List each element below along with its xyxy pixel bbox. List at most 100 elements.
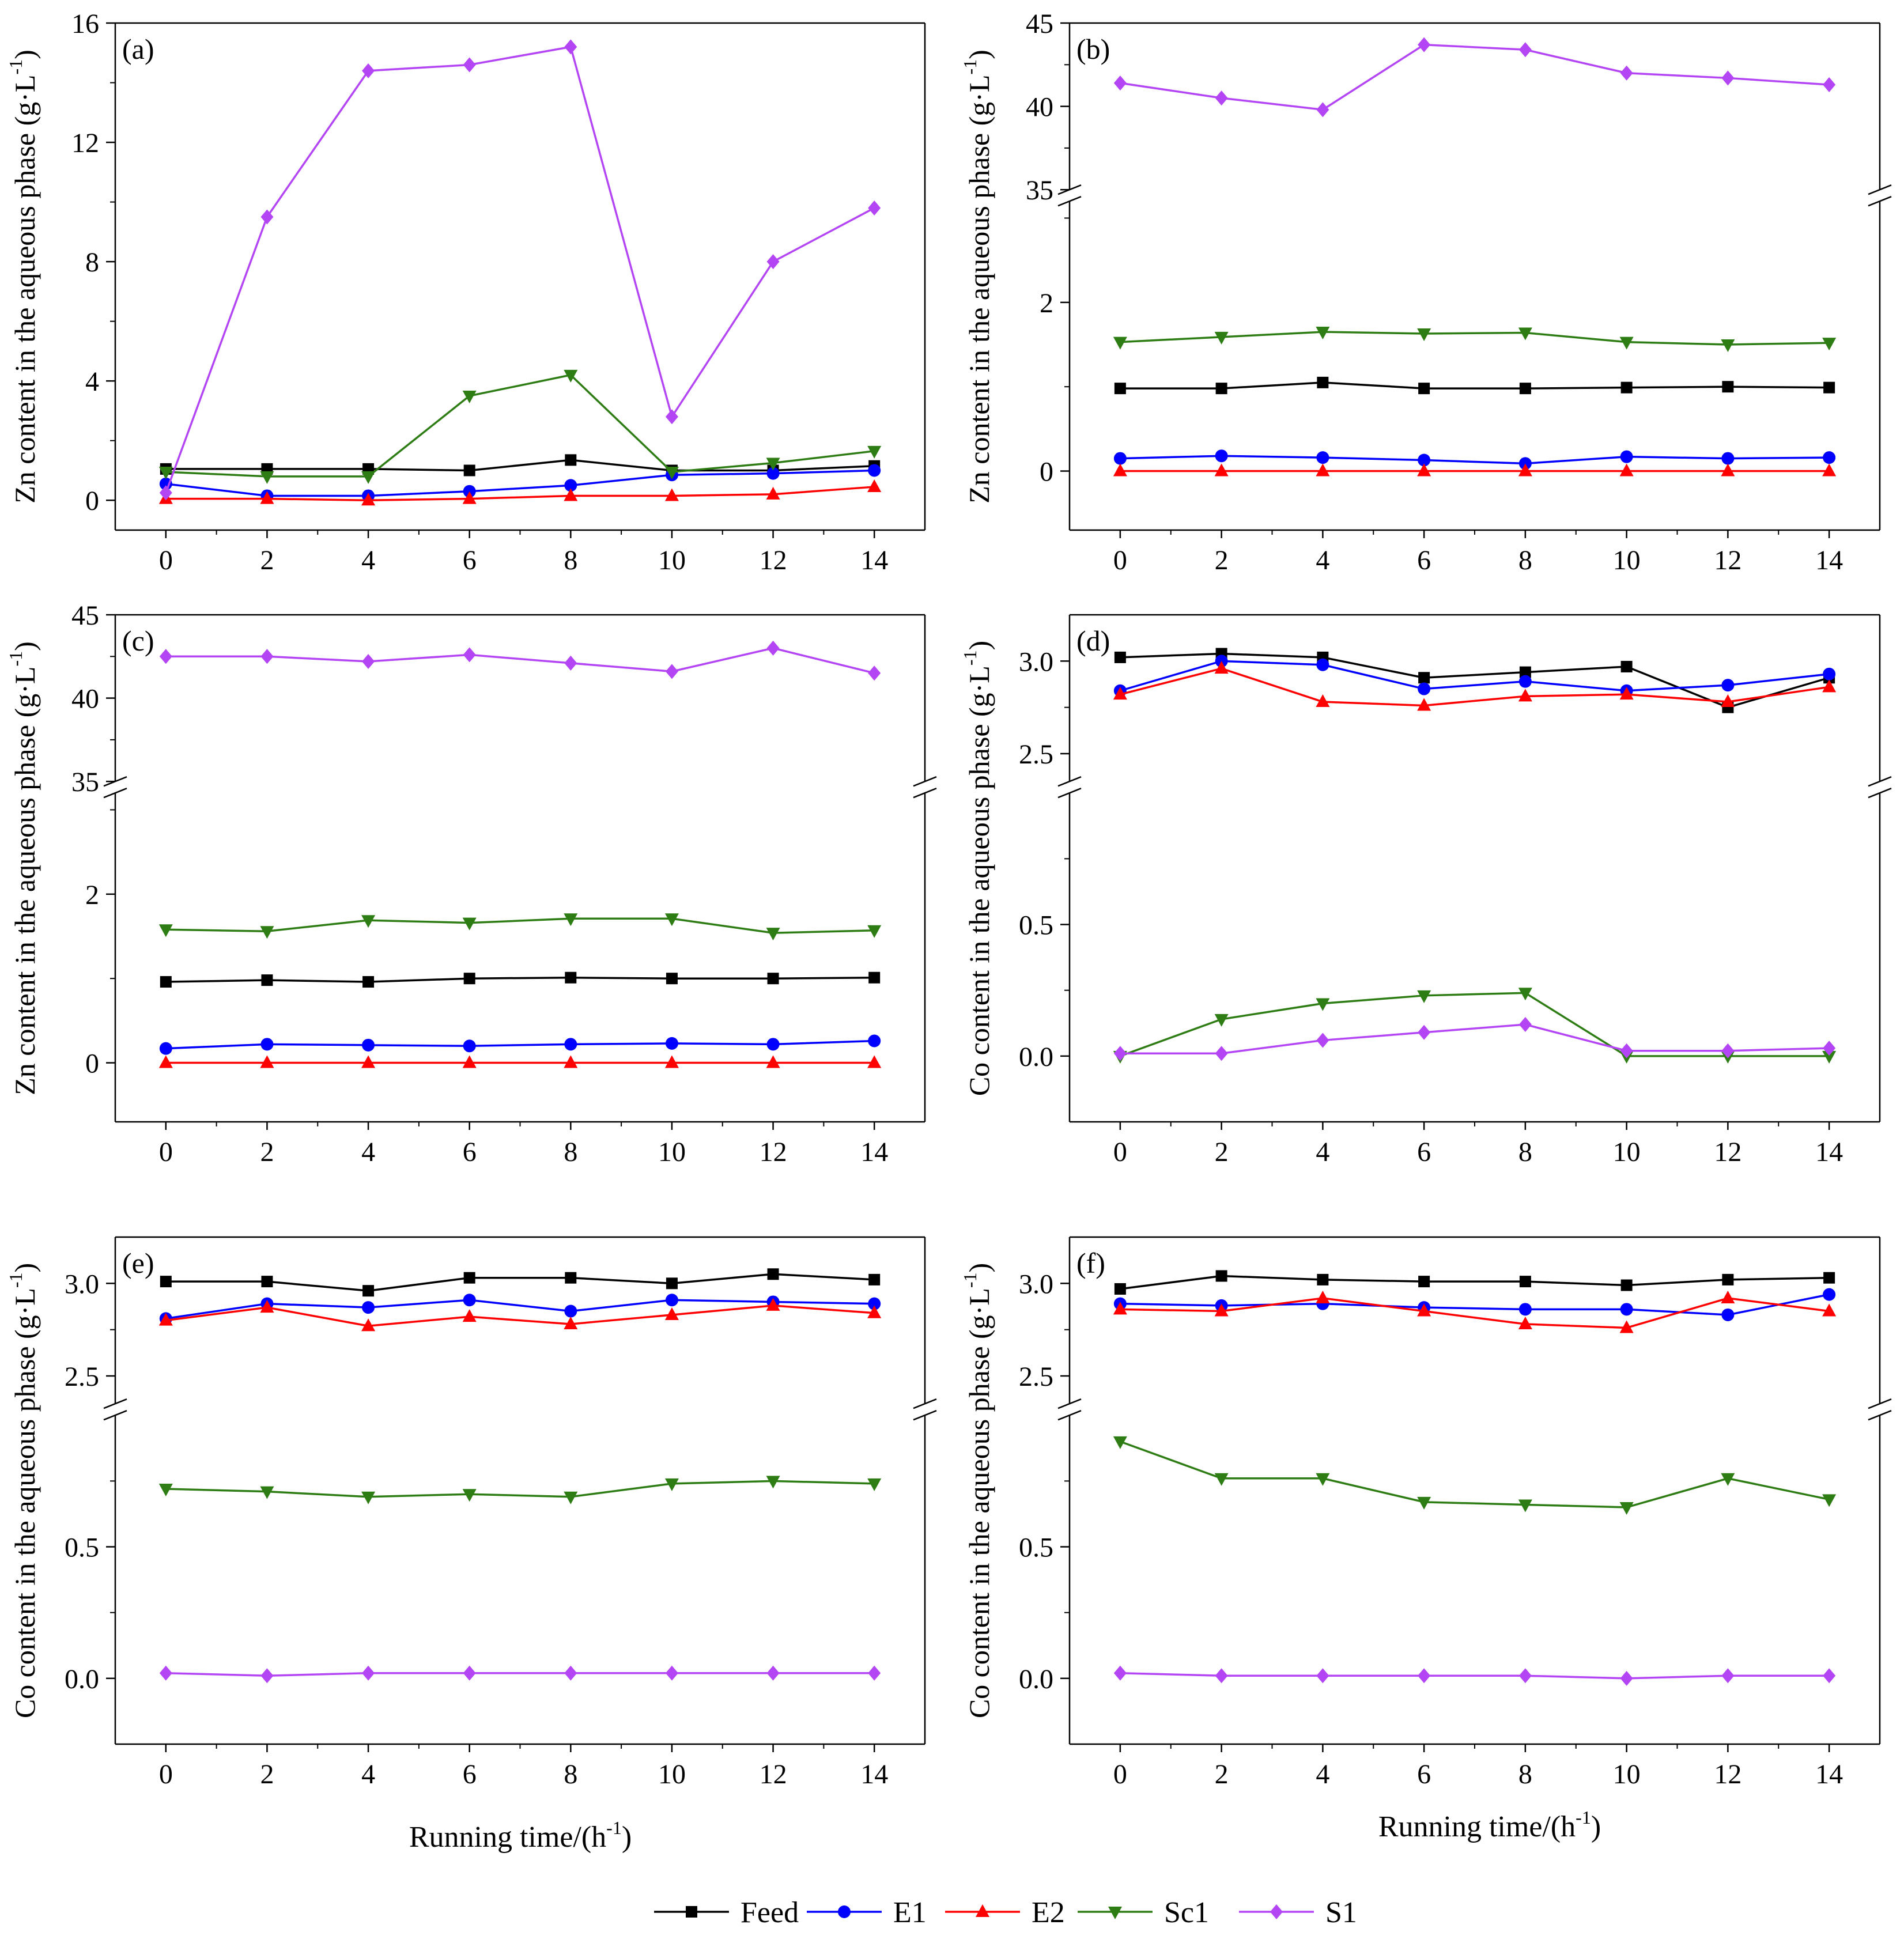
data-point: [1114, 383, 1126, 395]
data-point: [362, 1301, 375, 1314]
y-tick-label: 35: [71, 767, 99, 797]
data-point: [260, 471, 274, 484]
data-point: [1823, 667, 1836, 680]
x-tick-label: 0: [1113, 1759, 1127, 1790]
series-s1: [1113, 37, 1836, 118]
data-point: [1721, 339, 1735, 353]
x-tick-label: 0: [1113, 545, 1127, 576]
data-point: [1113, 463, 1127, 477]
x-tick-label: 0: [159, 1759, 173, 1790]
data-point: [1214, 463, 1229, 477]
y-tick-label: 12: [71, 128, 99, 158]
series-line: [1120, 1440, 1830, 1508]
x-tick-label: 2: [1215, 1759, 1229, 1790]
data-point: [1619, 463, 1634, 477]
data-point: [1417, 1496, 1431, 1510]
data-point: [1113, 452, 1127, 465]
x-tick-label: 10: [658, 545, 686, 576]
x-tick-label: 8: [1518, 1759, 1532, 1790]
data-point: [1215, 383, 1227, 395]
data-point: [565, 454, 577, 466]
x-tick-label: 14: [860, 1759, 888, 1790]
x-tick-label: 2: [1215, 545, 1229, 576]
y-axis-label: Zn content in the aqueous phase (g·L-1): [959, 50, 995, 504]
x-axis-labels: Running time/(h-1) Running time/(h-1): [409, 1807, 1601, 1854]
x-tick-label: 4: [1316, 1759, 1329, 1790]
data-point: [766, 928, 780, 941]
series-sc1: [158, 1476, 882, 1504]
series-line: [1120, 455, 1830, 465]
legend-label: S1: [1325, 1896, 1357, 1929]
x-tick-label: 12: [760, 1759, 787, 1790]
data-point: [1215, 1046, 1228, 1061]
x-tick-label: 2: [260, 1759, 274, 1790]
series-feed: [1114, 1270, 1835, 1295]
data-point: [1722, 381, 1734, 393]
data-point: [1113, 1302, 1127, 1315]
data-point: [1113, 75, 1127, 91]
x-tick-label: 6: [1417, 545, 1431, 576]
y-tick-label: 0.5: [1019, 910, 1053, 941]
x-tick-label: 6: [463, 1137, 477, 1167]
series-line: [165, 486, 875, 501]
series-s1: [159, 39, 881, 501]
axis-break-mark: [1868, 1410, 1892, 1421]
data-point: [1316, 1291, 1330, 1304]
data-point: [564, 1055, 578, 1068]
series-s1: [1113, 1665, 1836, 1686]
series-e2: [158, 1055, 882, 1068]
data-point: [1823, 381, 1835, 394]
data-point: [362, 976, 375, 988]
data-point: [260, 1038, 274, 1051]
series-s1: [159, 640, 881, 681]
series-e1: [1113, 449, 1836, 470]
data-point: [767, 973, 779, 985]
series-feed: [160, 971, 881, 988]
data-point: [1316, 327, 1330, 340]
legend-marker: [838, 1905, 851, 1918]
legend-label: E2: [1032, 1896, 1065, 1929]
data-point: [1620, 450, 1633, 463]
y-axis-label: Co content in the aqueous phase (g·L-1): [959, 641, 995, 1096]
x-tick-label: 2: [1215, 1137, 1229, 1167]
axis-break-mark: [913, 1410, 937, 1421]
x-tick-label: 12: [1714, 1759, 1741, 1790]
series-s1: [159, 1665, 881, 1684]
data-point: [1215, 449, 1228, 463]
data-point: [1721, 1668, 1735, 1684]
data-point: [361, 1491, 376, 1504]
series-e2: [1113, 661, 1837, 711]
axis-break-mark: [1868, 196, 1892, 207]
y-tick-label: 0.0: [65, 1664, 99, 1695]
data-point: [766, 457, 780, 471]
data-point: [159, 1665, 172, 1681]
series-line: [165, 1672, 875, 1677]
data-point: [463, 1039, 476, 1053]
x-tick-label: 14: [1815, 1759, 1843, 1790]
x-tick-label: 6: [463, 545, 477, 576]
data-point: [1619, 1320, 1634, 1333]
data-point: [1620, 1670, 1633, 1686]
data-point: [1214, 1303, 1229, 1317]
y-axis-label: Co content in the aqueous phase (g·L-1): [5, 1263, 41, 1718]
data-point: [1721, 1291, 1735, 1304]
data-point: [1620, 1303, 1633, 1316]
data-point: [463, 1665, 476, 1681]
data-point: [1721, 1043, 1735, 1058]
data-point: [1113, 336, 1127, 350]
data-point: [1823, 77, 1836, 93]
y-tick-label: 0.0: [1019, 1664, 1053, 1695]
series-line: [1120, 1023, 1830, 1055]
data-point: [1519, 1276, 1531, 1288]
data-point: [1518, 463, 1532, 477]
x-tick-label: 10: [1613, 1759, 1641, 1790]
series-line: [165, 976, 875, 983]
data-point: [1417, 698, 1431, 711]
data-point: [1721, 1308, 1735, 1321]
data-point: [766, 467, 780, 480]
data-point: [867, 479, 882, 492]
data-point: [664, 1055, 679, 1068]
y-tick-label: 4: [85, 366, 99, 397]
y-tick-label: 8: [85, 247, 99, 278]
data-point: [1822, 463, 1837, 477]
